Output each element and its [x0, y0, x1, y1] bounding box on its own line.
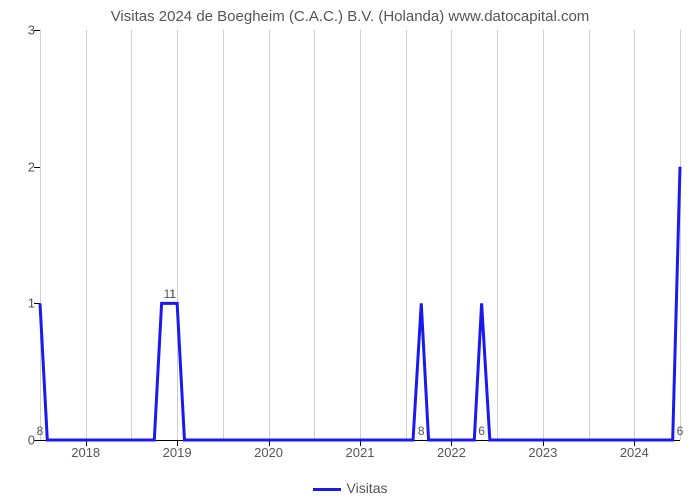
x-tick-label: 2024 [620, 445, 649, 460]
y-tick-label: 2 [28, 159, 35, 174]
x-gridline [680, 30, 681, 440]
x-tick-label: 2022 [437, 445, 466, 460]
y-tick-label: 1 [28, 296, 35, 311]
data-point-label: 1 [169, 287, 176, 301]
data-point-label: 6 [677, 424, 684, 438]
legend-label: Visitas [347, 480, 388, 496]
legend: Visitas [0, 480, 700, 496]
y-tick-label: 3 [28, 23, 35, 38]
x-tick-label: 2020 [254, 445, 283, 460]
y-tick-label: 0 [28, 433, 35, 448]
x-tick-label: 2019 [163, 445, 192, 460]
data-point-label: 8 [418, 424, 425, 438]
x-tick-label: 2023 [528, 445, 557, 460]
x-tick-label: 2021 [346, 445, 375, 460]
line-series [40, 30, 680, 440]
legend-swatch [313, 488, 341, 491]
data-point-label: 8 [37, 424, 44, 438]
data-point-label: 6 [478, 424, 485, 438]
x-tick-label: 2018 [71, 445, 100, 460]
chart-container: Visitas 2024 de Boegheim (C.A.C.) B.V. (… [0, 0, 700, 500]
chart-title: Visitas 2024 de Boegheim (C.A.C.) B.V. (… [0, 8, 700, 25]
